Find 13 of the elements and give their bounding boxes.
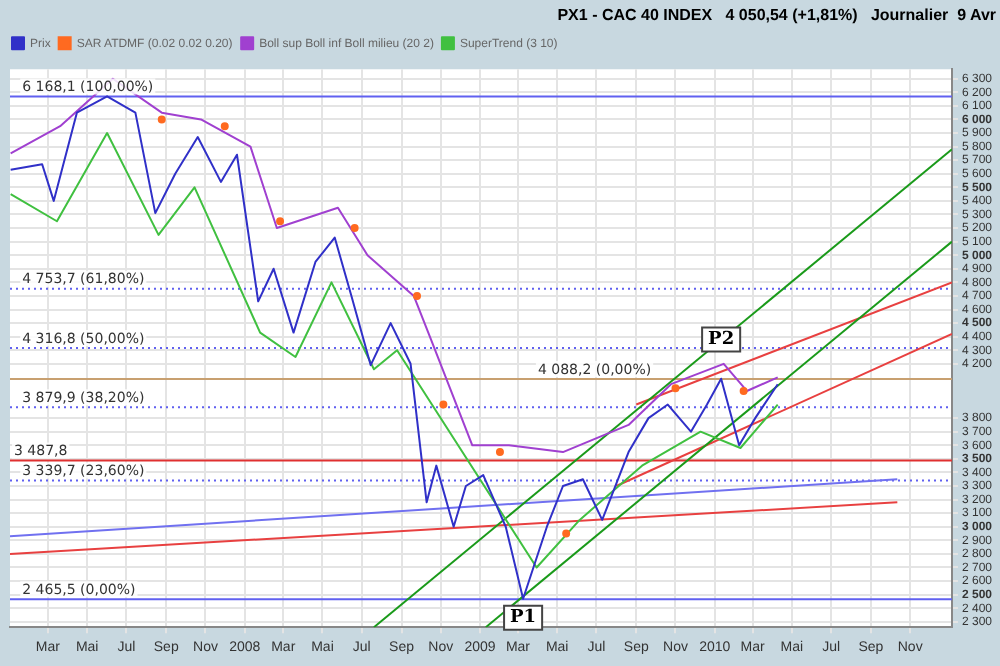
point bbox=[439, 400, 448, 409]
point bbox=[562, 529, 571, 538]
point bbox=[157, 115, 166, 124]
chart-title: PX1 - CAC 40 INDEX 4 050,54 (+1,81%) Journalier 9 Avr bbox=[557, 6, 996, 25]
annotation: P2 bbox=[708, 330, 735, 351]
point bbox=[671, 384, 680, 393]
point bbox=[413, 291, 422, 300]
point bbox=[220, 122, 229, 131]
point bbox=[350, 224, 359, 233]
annotation: P1 bbox=[510, 608, 537, 629]
point bbox=[276, 217, 285, 226]
point bbox=[739, 386, 748, 395]
point bbox=[495, 448, 504, 457]
